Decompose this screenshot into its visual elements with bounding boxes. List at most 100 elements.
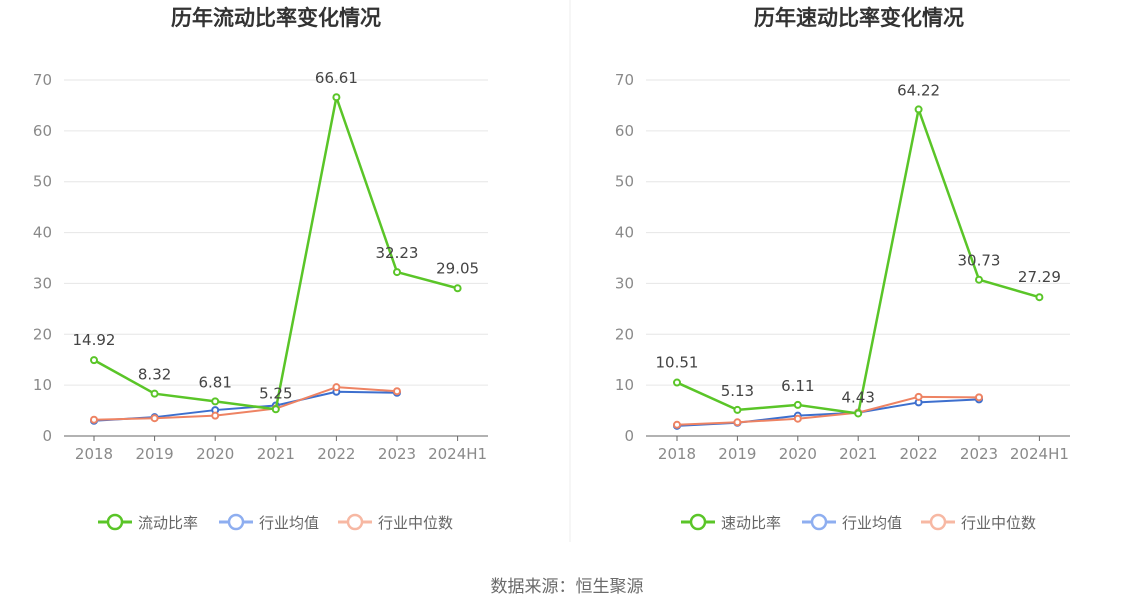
legend-marker: [689, 513, 707, 531]
x-tick-label: 2019: [718, 445, 756, 463]
data-label: 29.05: [436, 259, 479, 277]
data-label: 8.32: [138, 366, 171, 384]
x-tick-label: 2022: [317, 445, 355, 463]
data-label: 10.51: [656, 354, 699, 372]
y-tick-label: 20: [615, 325, 634, 343]
legend-marker: [346, 513, 364, 531]
data-label: 30.73: [958, 252, 1001, 270]
data-labels: 10.51 5.13 6.11 4.43 64.22 30.73 27.29: [656, 81, 1061, 406]
legend-label: 行业中位数: [378, 514, 453, 532]
y-axis: 0 10 20 30 40 50 60 70: [33, 71, 52, 445]
y-gridlines: [646, 79, 1070, 386]
data-point: [793, 400, 802, 409]
y-tick-label: 0: [42, 427, 52, 445]
data-point: [332, 93, 341, 102]
x-tick-label: 2021: [257, 445, 295, 463]
data-label: 4.43: [841, 388, 874, 406]
data-point: [673, 378, 681, 387]
y-tick-label: 60: [615, 122, 634, 140]
y-tick-label: 40: [615, 224, 634, 242]
data-point: [673, 420, 681, 429]
data-point: [854, 409, 863, 418]
series-lines: [90, 93, 462, 425]
x-tick-label: 2019: [136, 445, 174, 463]
data-point: [1035, 293, 1044, 302]
data-point: [733, 405, 742, 414]
y-tick-label: 70: [615, 71, 634, 89]
x-tick-label: 2024H1: [428, 445, 487, 463]
y-tick-label: 50: [33, 173, 52, 191]
data-point: [975, 393, 983, 402]
legend-item[interactable]: 流动比率: [98, 513, 198, 532]
data-label: 5.25: [259, 384, 292, 402]
x-tick-label: 2020: [779, 445, 817, 463]
x-tick-label: 2022: [900, 445, 938, 463]
data-point: [733, 418, 742, 427]
data-point: [211, 397, 220, 406]
data-point: [453, 284, 462, 293]
y-tick-label: 20: [33, 325, 52, 343]
legend-item[interactable]: 行业均值: [802, 513, 902, 532]
legend-item[interactable]: 行业中位数: [921, 513, 1036, 532]
data-label: 6.81: [198, 373, 231, 391]
x-tick-label: 2018: [75, 445, 113, 463]
x-tick-label: 2020: [196, 445, 234, 463]
data-label: 64.22: [897, 81, 940, 99]
legend: 流动比率 行业均值 行业中位数: [98, 513, 453, 532]
data-label: 14.92: [73, 331, 116, 349]
legend-label: 流动比率: [138, 514, 198, 532]
x-tick-label: 2024H1: [1010, 445, 1069, 463]
data-point: [271, 405, 280, 414]
y-tick-label: 50: [615, 173, 634, 191]
y-tick-label: 40: [33, 224, 52, 242]
legend-item[interactable]: 行业均值: [219, 513, 319, 532]
current-ratio-chart-title: 历年流动比率变化情况: [171, 6, 381, 30]
y-gridlines: [64, 79, 488, 386]
legend-marker: [227, 513, 245, 531]
legend-label: 行业均值: [842, 514, 902, 532]
series-line-2: [93, 386, 398, 421]
y-tick-label: 60: [33, 122, 52, 140]
data-point: [975, 275, 983, 284]
data-label: 32.23: [376, 244, 419, 262]
data-label: 66.61: [315, 69, 358, 87]
y-tick-label: 10: [615, 376, 634, 394]
series-line-2: [676, 395, 980, 426]
data-labels: 14.92 8.32 6.81 5.25 66.61 32.23 29.05: [73, 69, 480, 402]
data-point: [90, 356, 98, 365]
data-point: [90, 415, 98, 424]
x-tick-label: 2023: [378, 445, 416, 463]
series-lines: [673, 105, 1044, 430]
legend-marker: [106, 513, 124, 531]
data-point: [393, 387, 401, 396]
y-tick-label: 30: [33, 274, 52, 292]
data-label: 27.29: [1018, 268, 1061, 286]
legend-label: 速动比率: [721, 514, 781, 532]
data-label: 6.11: [781, 377, 814, 395]
data-point: [150, 414, 159, 423]
x-tick-label: 2021: [839, 445, 877, 463]
data-point: [914, 105, 923, 114]
x-tick-label: 2023: [960, 445, 998, 463]
y-tick-label: 30: [615, 274, 634, 292]
x-axis: 2018 2019 2020 2021 2022 2023 2024H1: [646, 435, 1070, 463]
legend-label: 行业均值: [259, 514, 319, 532]
quick-ratio-chart-title: 历年速动比率变化情况: [754, 6, 964, 30]
y-tick-label: 0: [624, 427, 634, 445]
data-point: [914, 392, 923, 401]
data-point: [793, 414, 802, 423]
data-point: [393, 268, 401, 277]
data-point: [332, 383, 341, 392]
legend-item[interactable]: 速动比率: [681, 513, 781, 532]
data-source-note: 数据来源：恒生聚源: [491, 577, 644, 597]
x-tick-label: 2018: [658, 445, 696, 463]
legend: 速动比率 行业均值 行业中位数: [681, 513, 1036, 532]
data-point: [150, 389, 159, 398]
y-tick-label: 70: [33, 71, 52, 89]
legend-marker: [810, 513, 828, 531]
legend-item[interactable]: 行业中位数: [338, 513, 453, 532]
legend-marker: [929, 513, 947, 531]
